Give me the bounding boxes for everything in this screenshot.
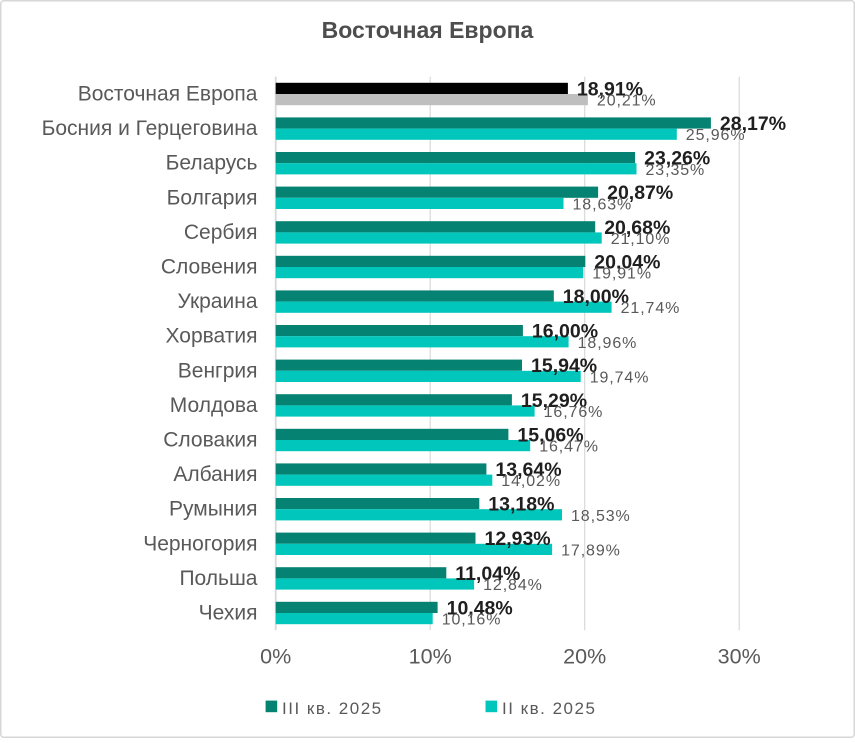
svg-text:Словакия: Словакия <box>163 429 257 452</box>
svg-text:16,00%: 16,00% <box>532 321 598 343</box>
svg-text:17,89%: 17,89% <box>561 542 621 559</box>
svg-text:Босния и Герцеговина: Босния и Герцеговина <box>42 117 258 140</box>
svg-text:Румыния: Румыния <box>169 498 258 521</box>
svg-text:18,00%: 18,00% <box>563 286 629 308</box>
svg-text:13,18%: 13,18% <box>488 494 554 516</box>
svg-text:12,93%: 12,93% <box>485 528 551 550</box>
svg-text:II кв. 2025: II кв. 2025 <box>502 699 596 718</box>
svg-text:Албания: Албания <box>173 463 257 486</box>
svg-text:11,04%: 11,04% <box>455 563 520 585</box>
svg-text:19,74%: 19,74% <box>590 369 650 386</box>
svg-text:13,64%: 13,64% <box>495 459 561 481</box>
svg-text:Восточная Европа: Восточная Европа <box>322 17 534 43</box>
svg-text:Болгария: Болгария <box>167 186 258 209</box>
svg-text:15,29%: 15,29% <box>521 390 587 412</box>
svg-text:16,76%: 16,76% <box>544 404 604 421</box>
svg-text:12,84%: 12,84% <box>483 577 543 594</box>
svg-text:10,48%: 10,48% <box>447 597 513 619</box>
svg-text:28,17%: 28,17% <box>720 113 786 135</box>
svg-text:15,94%: 15,94% <box>531 355 597 377</box>
svg-text:10%: 10% <box>409 644 452 668</box>
svg-text:Черногория: Черногория <box>143 532 257 555</box>
svg-text:Восточная Европа: Восточная Европа <box>78 83 258 106</box>
svg-text:15,06%: 15,06% <box>517 424 583 446</box>
svg-text:25,96%: 25,96% <box>686 127 746 144</box>
svg-text:Сербия: Сербия <box>184 221 258 244</box>
svg-text:18,96%: 18,96% <box>578 335 638 352</box>
svg-text:18,53%: 18,53% <box>571 508 631 525</box>
svg-text:Украина: Украина <box>178 290 258 313</box>
svg-text:18,63%: 18,63% <box>573 196 633 213</box>
svg-text:20,68%: 20,68% <box>604 217 670 239</box>
svg-text:19,91%: 19,91% <box>592 266 652 283</box>
svg-text:20,04%: 20,04% <box>594 251 660 273</box>
svg-text:21,74%: 21,74% <box>621 300 681 317</box>
svg-text:16,47%: 16,47% <box>539 439 599 456</box>
svg-text:Хорватия: Хорватия <box>166 325 258 348</box>
svg-text:Польша: Польша <box>179 567 257 590</box>
svg-text:23,26%: 23,26% <box>644 148 710 170</box>
svg-text:21,10%: 21,10% <box>611 231 671 248</box>
svg-text:Беларусь: Беларусь <box>166 152 258 175</box>
svg-text:18,91%: 18,91% <box>577 78 643 100</box>
svg-text:Чехия: Чехия <box>199 602 258 625</box>
svg-text:20,87%: 20,87% <box>607 182 673 204</box>
svg-text:Молдова: Молдова <box>170 394 258 417</box>
svg-text:Венгрия: Венгрия <box>178 359 258 382</box>
svg-text:20,21%: 20,21% <box>597 93 657 110</box>
svg-text:20%: 20% <box>563 644 606 668</box>
svg-text:10,16%: 10,16% <box>442 612 502 629</box>
svg-text:Словения: Словения <box>161 256 258 279</box>
svg-text:0%: 0% <box>260 644 291 668</box>
svg-text:III кв. 2025: III кв. 2025 <box>282 699 383 718</box>
svg-text:23,35%: 23,35% <box>646 162 706 179</box>
svg-text:30%: 30% <box>718 644 761 668</box>
svg-text:14,02%: 14,02% <box>501 473 561 490</box>
